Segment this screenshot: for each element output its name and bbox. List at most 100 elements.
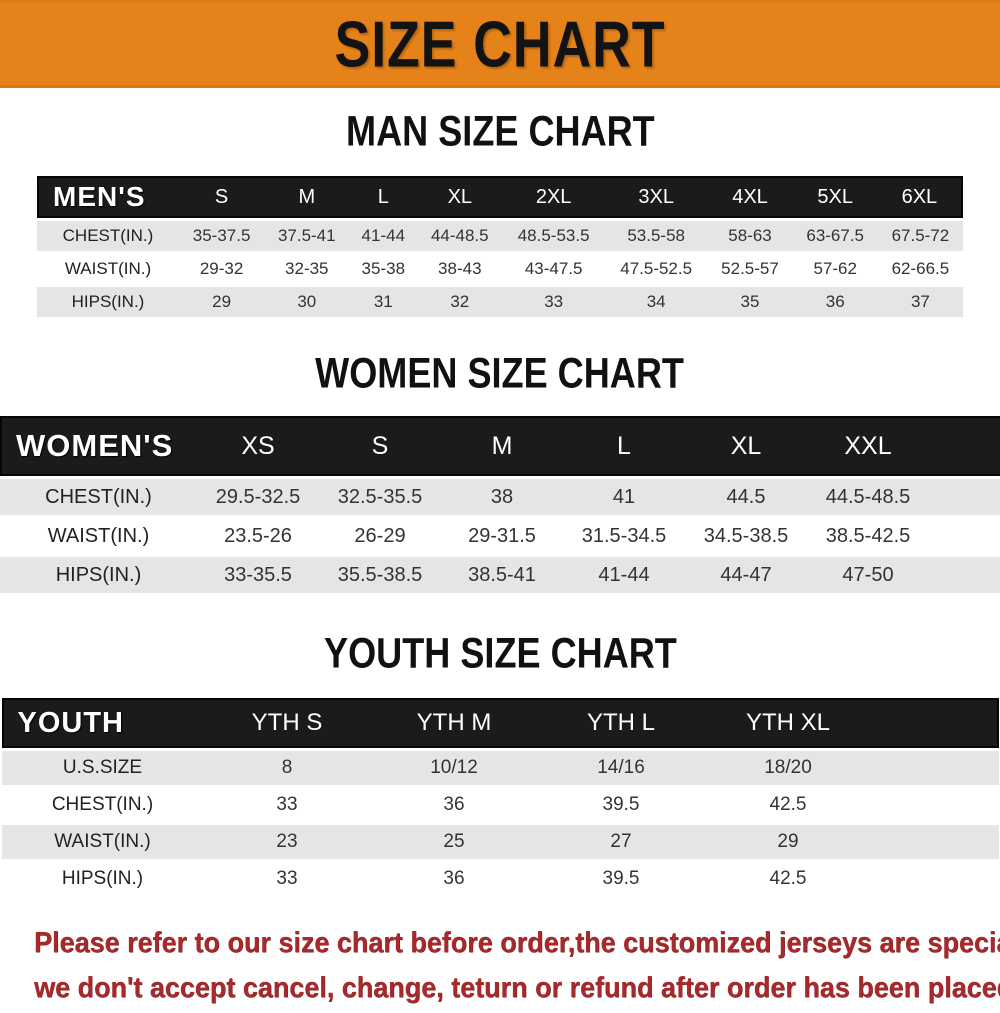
- table-row: HIPS(IN.) 33 36 39.5 42.5: [1, 862, 999, 896]
- value-cell: 41-44: [598, 563, 650, 586]
- value-cell: 48.5-53.5: [517, 226, 590, 245]
- table-row: CHEST(IN.) 35-37.5 37.5-41 41-44 44-48.5 48.5…: [37, 221, 963, 251]
- value-cell: 47-50: [842, 563, 894, 586]
- value-cell: 32: [450, 292, 470, 311]
- value-cell: 25: [443, 831, 465, 852]
- size-header-cell: 6XL: [877, 176, 963, 218]
- value-cell: 41: [612, 485, 636, 508]
- size-header-cell: L: [563, 416, 685, 476]
- man-size-section: MAN SIZE CHART MEN'S S M L XL 2XL 3XL 4XL 5XL 6XL…: [0, 106, 1000, 320]
- row-label-cell: HIPS(IN.): [55, 563, 142, 586]
- size-header-cell: XL: [685, 416, 807, 476]
- size-header-cell: M: [441, 416, 563, 476]
- value-cell: 52.5-57: [721, 259, 779, 278]
- value-cell: 43-47.5: [524, 259, 583, 278]
- value-cell: 29-32: [199, 259, 244, 278]
- value-cell: 36: [443, 794, 465, 815]
- womens-size-table: WOMEN'S XS S M L XL XXL CHEST(IN.) 29.5-32.5 32.5…: [0, 413, 1000, 596]
- value-cell: 35-38: [361, 259, 406, 278]
- value-cell: 26-29: [354, 524, 406, 547]
- value-cell: 35-37.5: [192, 226, 251, 245]
- value-cell: 33: [544, 292, 564, 311]
- value-cell: 38-43: [438, 259, 482, 278]
- table-row: WAIST(IN.) 29-32 32-35 35-38 38-43 43-47.5 47.…: [37, 254, 963, 284]
- value-cell: 37: [910, 292, 930, 311]
- youth-size-section: YOUTH SIZE CHART YOUTH YTH S YTH M YTH L YTH…: [0, 629, 1000, 899]
- filler-cell: [929, 479, 1000, 515]
- size-header-cell: 5XL: [792, 176, 878, 218]
- value-cell: 31.5-34.5: [581, 524, 667, 547]
- table-row: WAIST(IN.) 23.5-26 26-29 29-31.5 31.5-34.5 34…: [0, 518, 1000, 554]
- man-section-heading: MAN SIZE CHART: [0, 106, 1000, 156]
- filler-cell: [872, 862, 999, 896]
- size-header-cell: S: [319, 416, 441, 476]
- filler-cell: [929, 518, 1000, 554]
- size-header-cell: XL: [417, 176, 503, 218]
- value-cell: 38: [490, 485, 514, 508]
- value-cell: 29: [777, 831, 799, 852]
- value-cell: 42.5: [769, 794, 807, 815]
- value-cell: 58-63: [728, 226, 772, 245]
- row-label-cell: CHEST(IN.): [62, 226, 154, 245]
- filler-cell: [872, 788, 999, 822]
- value-cell: 39.5: [602, 868, 640, 889]
- row-label-cell: CHEST(IN.): [51, 794, 154, 815]
- value-cell: 47.5-52.5: [620, 259, 693, 278]
- value-cell: 37.5-41: [277, 226, 336, 245]
- filler-cell: [871, 698, 999, 748]
- mens-size-table: MEN'S S M L XL 2XL 3XL 4XL 5XL 6XL CHEST(IN.) 35-37…: [37, 173, 963, 320]
- value-cell: 38.5-42.5: [825, 524, 911, 547]
- value-cell: 31: [373, 292, 393, 311]
- youth-section-heading: YOUTH SIZE CHART: [0, 629, 1000, 677]
- value-cell: 14/16: [597, 757, 645, 778]
- women-section-heading-text: WOMEN SIZE CHART: [315, 348, 685, 398]
- value-cell: 34.5-38.5: [703, 524, 789, 547]
- value-cell: 32-35: [285, 259, 329, 278]
- value-cell: 23: [276, 831, 298, 852]
- value-cell: 29.5-32.5: [215, 485, 301, 508]
- value-cell: 35: [740, 292, 760, 311]
- value-cell: 67.5-72: [891, 226, 950, 245]
- row-label-cell: WAIST(IN.): [54, 831, 151, 852]
- table-row: CHEST(IN.) 29.5-32.5 32.5-35.5 38 41 44.5 44.5…: [0, 479, 1000, 515]
- value-cell: 53.5-58: [627, 226, 685, 245]
- women-section-heading: WOMEN SIZE CHART: [0, 348, 1000, 398]
- size-chart-banner: SIZE CHART: [0, 0, 1000, 88]
- value-cell: 8: [281, 757, 293, 778]
- table-row: HIPS(IN.) 33-35.5 35.5-38.5 38.5-41 41-44 44-…: [0, 557, 1000, 593]
- value-cell: 29-31.5: [468, 524, 536, 547]
- women-size-section: WOMEN SIZE CHART WOMEN'S XS S M L XL XXL CHEST(…: [0, 348, 1000, 596]
- row-label-cell: U.S.SIZE: [62, 757, 143, 778]
- row-label-cell: HIPS(IN.): [61, 868, 144, 889]
- table-label-cell: MEN'S: [37, 176, 179, 218]
- disclaimer-line-1-text: Please refer to our size chart before or…: [34, 927, 1000, 959]
- man-section-heading-text: MAN SIZE CHART: [345, 106, 655, 156]
- value-cell: 57-62: [813, 259, 857, 278]
- table-header-row: YOUTH YTH S YTH M YTH L YTH XL: [1, 698, 999, 748]
- size-header-cell: 4XL: [707, 176, 793, 218]
- value-cell: 34: [646, 292, 666, 311]
- value-cell: 36: [825, 292, 845, 311]
- row-label-cell: CHEST(IN.): [45, 485, 152, 508]
- size-header-cell: 2XL: [502, 176, 605, 218]
- table-label-cell: YOUTH: [1, 698, 204, 748]
- size-header-cell: YTH L: [537, 698, 705, 748]
- table-label-cell: WOMEN'S: [0, 416, 197, 476]
- table-row: CHEST(IN.) 33 36 39.5 42.5: [1, 788, 999, 822]
- value-cell: 30: [297, 292, 317, 311]
- value-cell: 27: [610, 831, 632, 852]
- value-cell: 41-44: [361, 226, 406, 245]
- size-header-cell: XS: [197, 416, 319, 476]
- value-cell: 33: [276, 794, 298, 815]
- value-cell: 36: [443, 868, 465, 889]
- value-cell: 62-66.5: [891, 259, 950, 278]
- size-header-cell: YTH M: [370, 698, 538, 748]
- table-header-row: WOMEN'S XS S M L XL XXL: [0, 416, 1000, 476]
- row-label-cell: HIPS(IN.): [71, 292, 145, 311]
- value-cell: 18/20: [764, 757, 812, 778]
- value-cell: 44.5: [726, 485, 766, 508]
- value-cell: 29: [212, 292, 232, 311]
- table-row: HIPS(IN.) 29 30 31 32 33 34 35 36 37: [37, 287, 963, 317]
- size-header-cell: L: [349, 176, 418, 218]
